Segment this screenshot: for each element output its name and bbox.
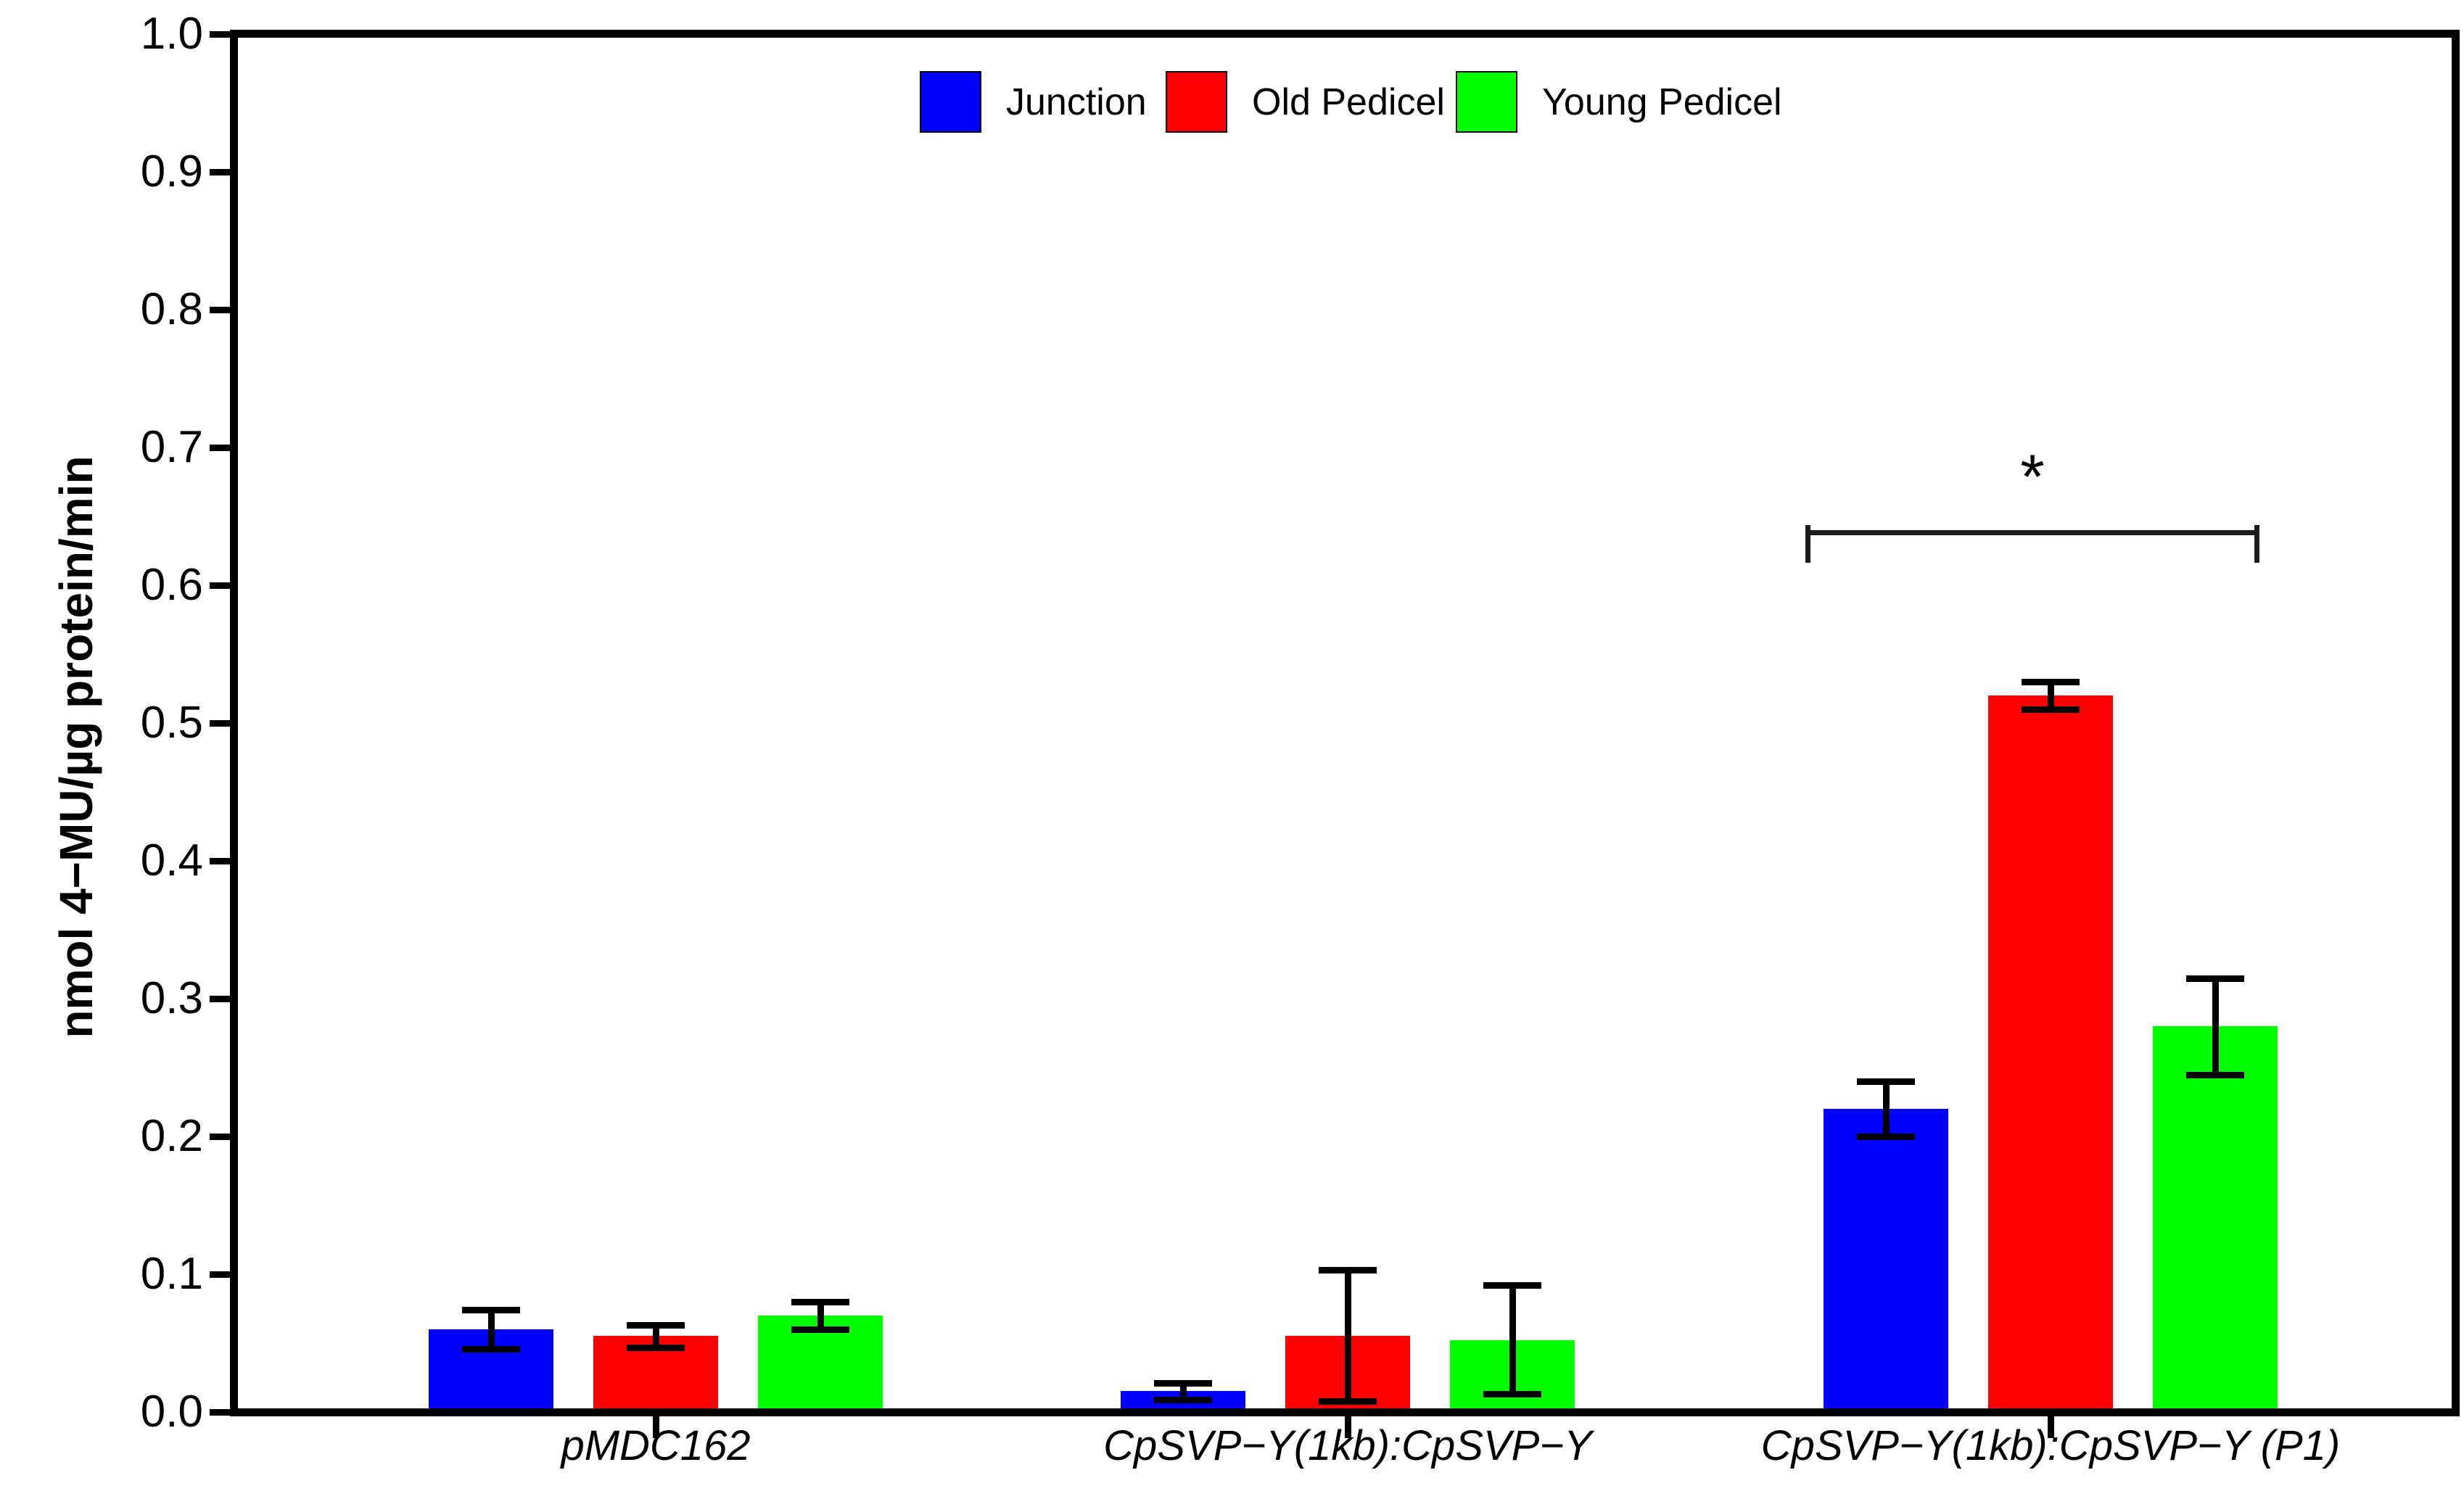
error-bar-cap-bottom (791, 1326, 849, 1333)
y-tick-mark (210, 169, 234, 176)
legend-swatch-junction (920, 71, 981, 133)
bar-young-pedicel (2153, 1026, 2278, 1412)
error-bar-cap-top (2022, 679, 2080, 685)
error-bar-cap-bottom (1154, 1396, 1212, 1403)
significance-bracket-end-right (2254, 525, 2259, 563)
y-tick-label: 0.8 (140, 284, 203, 334)
y-tick-mark (210, 1271, 234, 1278)
y-tick-label: 0.3 (140, 973, 203, 1023)
legend-item-old-pedicel: Old Pedicel (1166, 71, 1445, 133)
bar-junction (1824, 1109, 1948, 1412)
error-bar-cap-bottom (2022, 706, 2080, 713)
y-tick-mark (210, 582, 234, 589)
bar-old-pedicel (1988, 695, 2113, 1412)
y-axis-title: nmol 4−MU/µg protein/min (50, 455, 102, 1039)
y-tick-mark (210, 996, 234, 1002)
legend-swatch-old-pedicel (1166, 71, 1227, 133)
error-bar-line (488, 1310, 495, 1349)
error-bar-line (817, 1302, 824, 1329)
significance-star: * (2020, 442, 2045, 512)
y-tick-label: 0.4 (140, 835, 203, 885)
error-bar-cap-bottom (1857, 1134, 1915, 1140)
x-category-label: pMDC162 (561, 1422, 751, 1469)
x-tick-mark (2048, 1416, 2054, 1438)
significance-bracket-end-left (1805, 525, 1810, 563)
error-bar-cap-top (627, 1322, 685, 1329)
error-bar-cap-bottom (627, 1344, 685, 1351)
legend-swatch-young-pedicel (1456, 71, 1517, 133)
legend-item-junction: Junction (920, 71, 1147, 133)
y-tick-label: 0.1 (140, 1249, 203, 1299)
legend-label-old-pedicel: Old Pedicel (1252, 80, 1445, 123)
error-bar-cap-top (1483, 1282, 1541, 1289)
x-tick-mark (1345, 1416, 1351, 1438)
y-tick-label: 0.7 (140, 422, 203, 472)
legend-item-young-pedicel: Young Pedicel (1456, 71, 1782, 133)
error-bar-line (653, 1325, 659, 1347)
y-tick-mark (210, 307, 234, 313)
x-category-label: CpSVP−Y(1kb):CpSVP−Y (P1) (1760, 1422, 2341, 1469)
significance-bracket-bar (1805, 530, 2259, 535)
error-bar-cap-bottom (1319, 1397, 1377, 1405)
error-bar-line (2048, 682, 2054, 709)
error-bar-cap-top (1857, 1078, 1915, 1085)
error-bar-cap-top (791, 1299, 849, 1305)
y-tick-mark (210, 720, 234, 727)
error-bar-line (1345, 1270, 1351, 1401)
plot-area-frame (230, 30, 2460, 1416)
y-tick-mark (210, 445, 234, 451)
x-tick-mark (653, 1416, 659, 1438)
error-bar-line (1509, 1285, 1516, 1395)
y-tick-label: 0.2 (140, 1111, 203, 1161)
error-bar-cap-top (2186, 975, 2244, 982)
error-bar-line (1883, 1081, 1890, 1136)
error-bar-cap-bottom (1483, 1391, 1541, 1398)
error-bar-cap-top (462, 1307, 520, 1314)
y-tick-mark (210, 1409, 234, 1416)
legend-label-junction: Junction (1006, 80, 1147, 123)
y-tick-mark (210, 1134, 234, 1140)
error-bar-cap-top (1154, 1380, 1212, 1387)
error-bar-cap-bottom (2186, 1071, 2244, 1078)
y-tick-mark (210, 31, 234, 38)
error-bar-line (1180, 1383, 1187, 1400)
error-bar-cap-top (1319, 1267, 1377, 1274)
y-tick-label: 0.5 (140, 698, 203, 748)
legend-label-young-pedicel: Young Pedicel (1542, 80, 1782, 123)
y-tick-label: 0.0 (140, 1387, 203, 1437)
error-bar-line (2212, 978, 2219, 1075)
x-category-label: CpSVP−Y(1kb):CpSVP−Y (1103, 1422, 1592, 1469)
y-tick-mark (210, 858, 234, 864)
y-tick-label: 0.9 (140, 146, 203, 197)
y-tick-label: 1.0 (140, 9, 203, 59)
error-bar-cap-bottom (462, 1345, 520, 1353)
y-tick-label: 0.6 (140, 560, 203, 610)
